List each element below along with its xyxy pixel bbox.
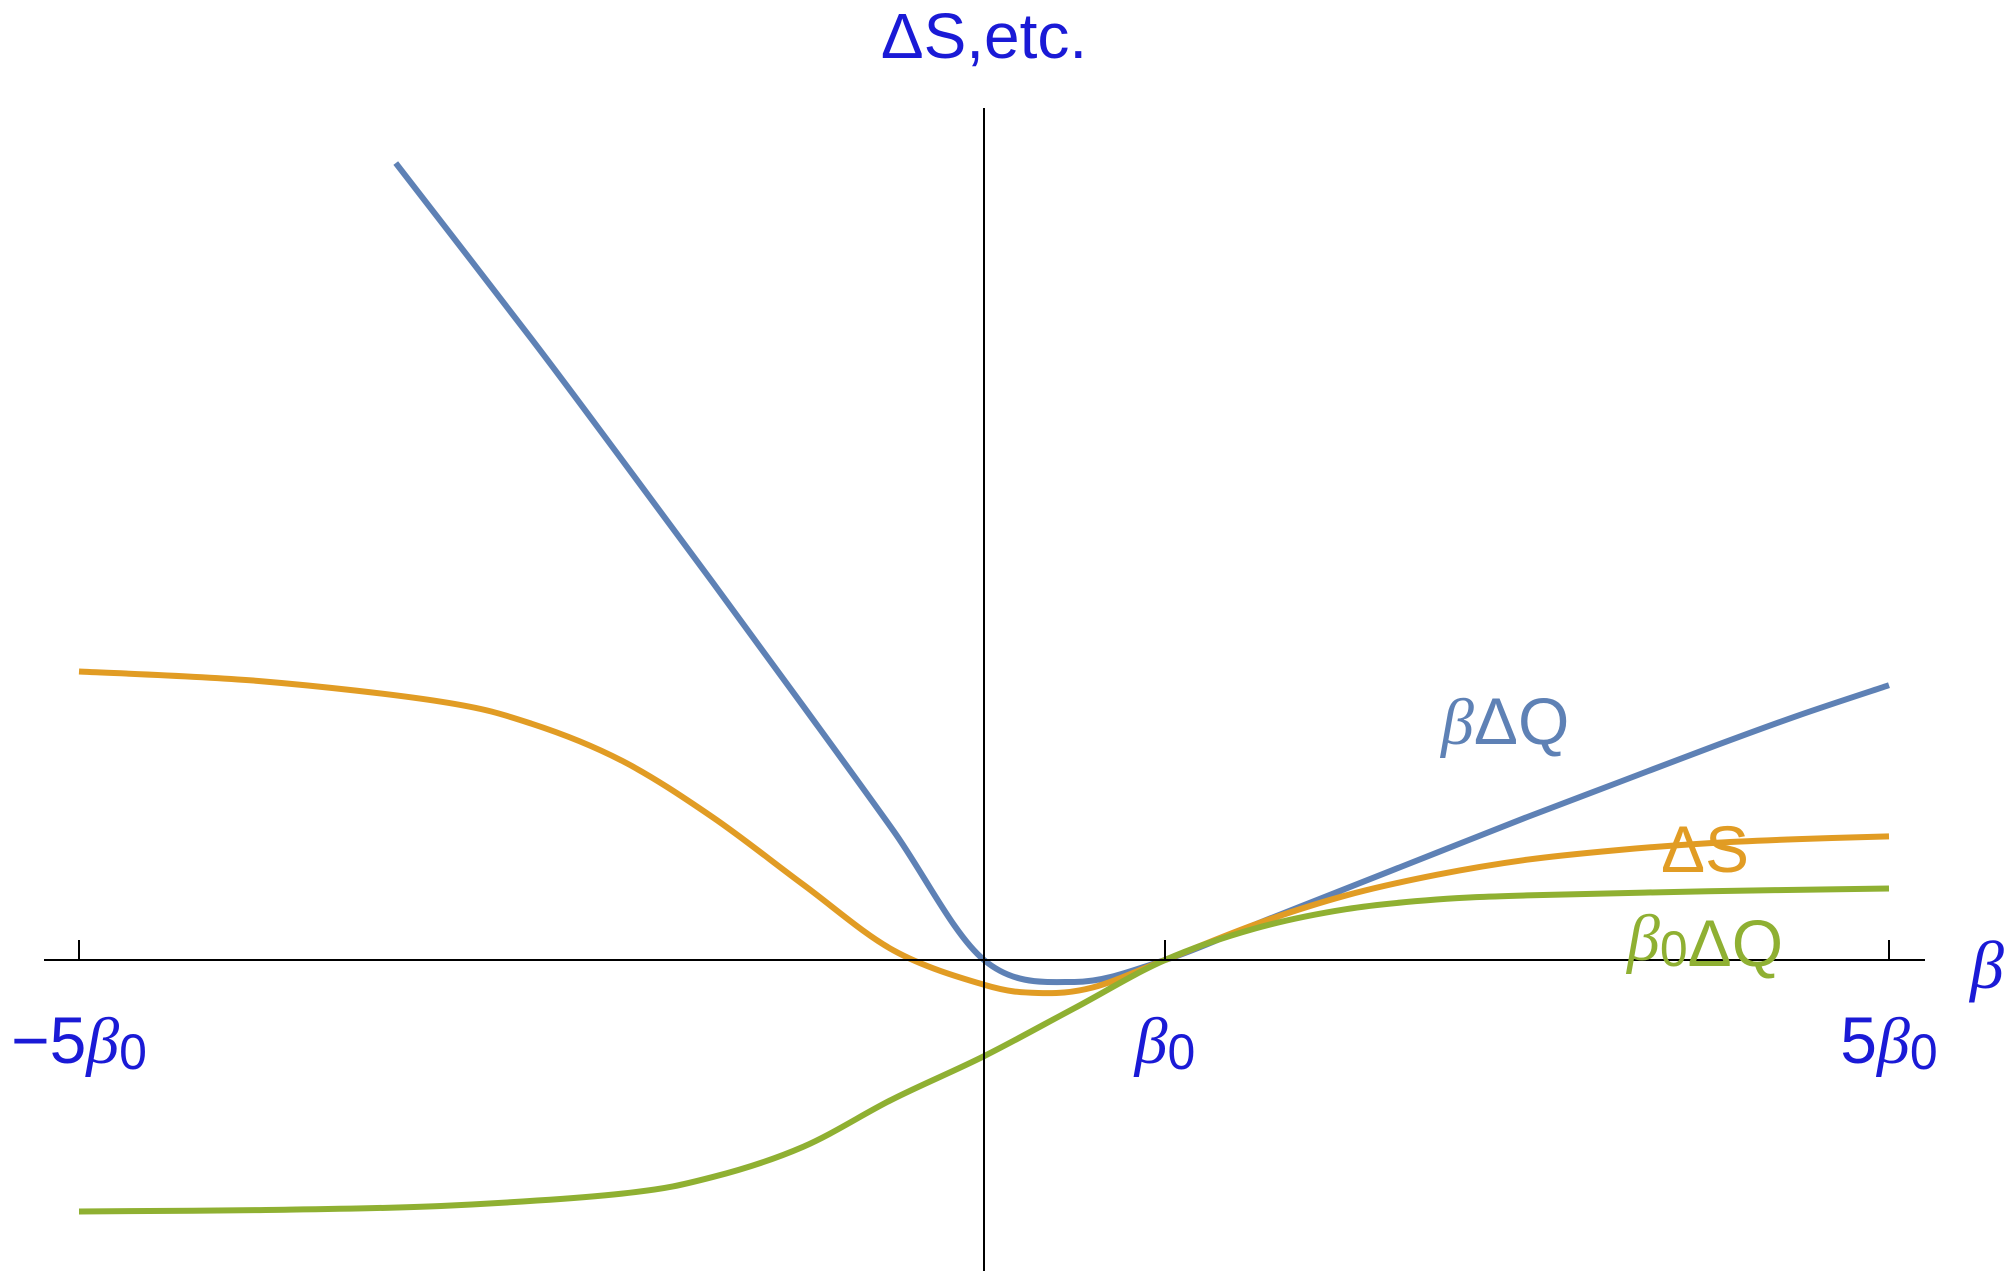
x-axis-label: β (1968, 927, 2004, 1003)
series-labels: βΔQ ΔS β0ΔQ (1439, 684, 1783, 980)
x-ticks: −5β0 β0 5β0 (11, 940, 1938, 1080)
series-line-beta-dq (393, 161, 1890, 986)
series-line-delta-s (78, 668, 1890, 997)
series-label-delta-s: ΔS (1661, 812, 1749, 886)
series-line-beta0-dq (78, 885, 1890, 1215)
curves (78, 161, 1890, 1215)
x-tick-label-0: −5β0 (11, 1003, 147, 1080)
series-label-beta0-dq: β0ΔQ (1625, 902, 1783, 980)
x-tick-label-1: β0 (1133, 1005, 1196, 1080)
axes (44, 108, 1925, 1271)
x-tick-label-2: 5β0 (1840, 1003, 1937, 1080)
y-axis-label: ΔS,etc. (881, 0, 1087, 72)
labels: ΔS,etc. β (881, 0, 2004, 1003)
series-label-beta-dq: βΔQ (1439, 684, 1569, 759)
